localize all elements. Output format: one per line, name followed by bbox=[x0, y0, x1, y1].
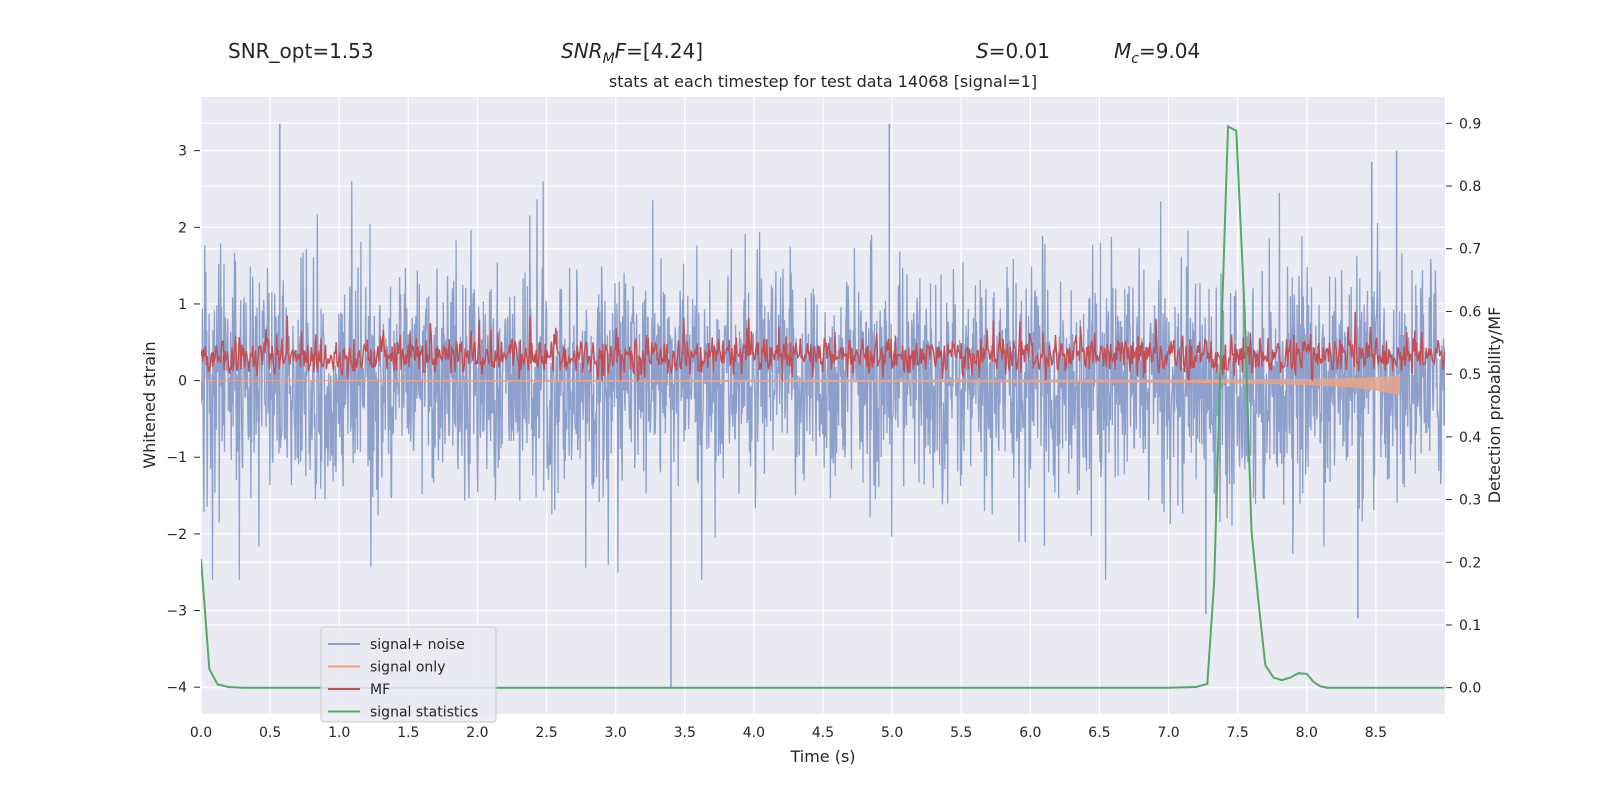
series-signal-only bbox=[201, 375, 1400, 396]
legend-label: signal only bbox=[370, 660, 445, 676]
y2-tick-label: 0.0 bbox=[1459, 681, 1481, 697]
x-tick-label: 2.5 bbox=[535, 725, 557, 741]
x-axis-label: Time (s) bbox=[789, 747, 855, 766]
y-axis-label: Whitened strain bbox=[140, 341, 159, 468]
snr-opt-annotation: SNR_opt=1.53 bbox=[228, 39, 374, 63]
y2-axis-label: Detection probability/MF bbox=[1485, 307, 1504, 504]
y-tick-label: −3 bbox=[166, 604, 187, 620]
x-tick-label: 1.5 bbox=[397, 725, 419, 741]
x-tick-label: 5.0 bbox=[881, 725, 903, 741]
y2-tick-label: 0.8 bbox=[1459, 179, 1481, 195]
x-tick-label: 8.5 bbox=[1365, 725, 1387, 741]
y2-tick-label: 0.5 bbox=[1459, 367, 1481, 383]
y-tick-label: 1 bbox=[178, 297, 187, 313]
x-tick-label: 7.0 bbox=[1157, 725, 1179, 741]
legend: signal+ noise signal only MF signal statist… bbox=[320, 626, 497, 723]
y-tick-label: 2 bbox=[178, 220, 187, 236]
y2-tick-label: 0.9 bbox=[1459, 116, 1481, 132]
chart-title: stats at each timestep for test data 140… bbox=[609, 72, 1037, 91]
x-tick-label: 6.5 bbox=[1088, 725, 1110, 741]
series-signal-statistics bbox=[201, 124, 1445, 689]
x-tick-label: 2.0 bbox=[466, 725, 488, 741]
series-signal-noise-spikes bbox=[279, 123, 1398, 688]
y2-tick-label: 0.3 bbox=[1459, 493, 1481, 509]
x-tick-label: 3.5 bbox=[674, 725, 696, 741]
y2-tick-label: 0.4 bbox=[1459, 430, 1481, 446]
legend-label: MF bbox=[370, 682, 390, 698]
y-tick-label: −1 bbox=[166, 450, 187, 466]
y2-tick-label: 0.1 bbox=[1459, 618, 1481, 634]
x-tick-label: 6.0 bbox=[1019, 725, 1041, 741]
series-mf bbox=[201, 311, 1445, 383]
y-tick-label: 0 bbox=[178, 374, 187, 390]
x-tick-label: 5.5 bbox=[950, 725, 972, 741]
y-tick-label: −2 bbox=[166, 527, 187, 543]
snr-mf-annotation: SNRMF=[4.24] bbox=[561, 39, 703, 67]
legend-box bbox=[320, 626, 497, 723]
x-tick-label: 4.5 bbox=[812, 725, 834, 741]
y-tick-label: 3 bbox=[178, 144, 187, 160]
legend-label: signal+ noise bbox=[370, 637, 465, 653]
x-tick-label: 8.0 bbox=[1296, 725, 1318, 741]
y-tick-label: −4 bbox=[166, 680, 187, 696]
s-annotation: S=0.01 bbox=[976, 39, 1050, 63]
x-tick-label: 1.0 bbox=[328, 725, 350, 741]
y2-tick-label: 0.7 bbox=[1459, 242, 1481, 258]
x-tick-label: 4.0 bbox=[743, 725, 765, 741]
x-tick-label: 0.5 bbox=[259, 725, 281, 741]
x-tick-label: 7.5 bbox=[1227, 725, 1249, 741]
x-tick-label: 0.0 bbox=[190, 725, 212, 741]
y2-tick-label: 0.6 bbox=[1459, 304, 1481, 320]
legend-label: signal statistics bbox=[370, 705, 478, 721]
y2-tick-label: 0.2 bbox=[1459, 555, 1481, 571]
series-group bbox=[201, 123, 1445, 689]
mc-annotation: Mc=9.04 bbox=[1114, 39, 1200, 67]
tick-labels: 0.0 0.5 1.0 1.5 2.0 2.5 3.0 3.5 4.0 4.5 5.0 5.5 6.0 6… bbox=[166, 116, 1481, 741]
x-tick-label: 3.0 bbox=[605, 725, 627, 741]
